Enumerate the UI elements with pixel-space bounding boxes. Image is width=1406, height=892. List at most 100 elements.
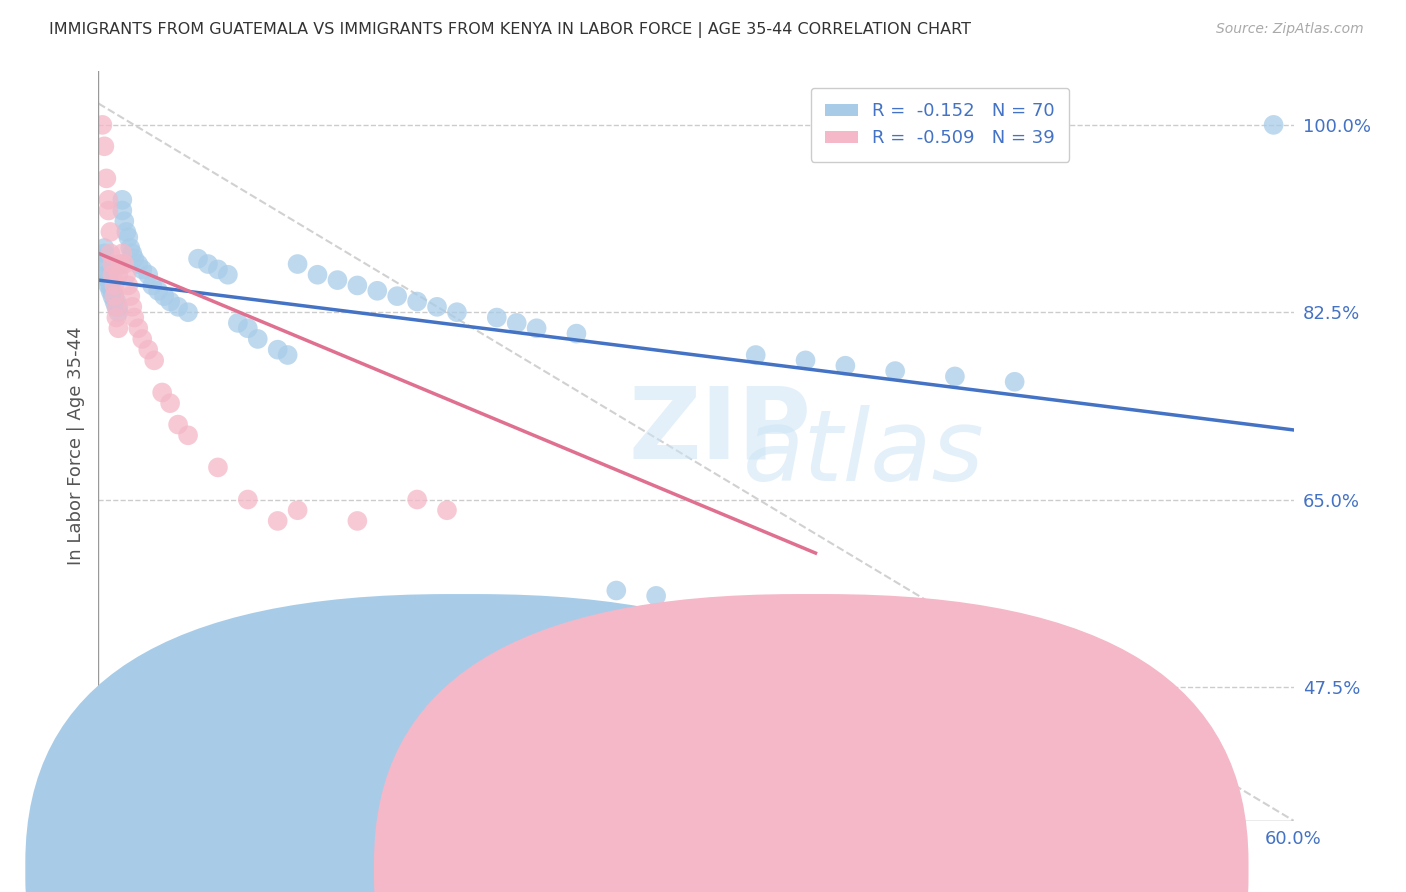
Point — [446, 305, 468, 319]
Point — [115, 225, 138, 239]
Legend: R =  -0.152   N = 70, R =  -0.509   N = 39: R = -0.152 N = 70, R = -0.509 N = 39 — [811, 88, 1070, 161]
Point — [107, 305, 129, 319]
Point — [124, 252, 146, 266]
Point — [167, 417, 190, 432]
Point — [107, 321, 129, 335]
Point — [506, 316, 529, 330]
Point — [97, 273, 120, 287]
Point — [105, 294, 128, 309]
Point — [103, 278, 125, 293]
Point — [117, 230, 139, 244]
Point — [207, 262, 229, 277]
Point — [785, 728, 807, 742]
Point — [91, 252, 114, 266]
Text: Immigrants from Kenya: Immigrants from Kenya — [775, 861, 969, 879]
Text: Source: ZipAtlas.com: Source: ZipAtlas.com — [1216, 22, 1364, 37]
Point — [143, 353, 166, 368]
Point — [943, 369, 966, 384]
Point — [112, 214, 135, 228]
Point — [346, 514, 368, 528]
Point — [93, 139, 115, 153]
Point — [287, 503, 309, 517]
Point — [111, 193, 134, 207]
Point — [187, 252, 209, 266]
Point — [167, 300, 190, 314]
Point — [101, 257, 124, 271]
Point — [110, 257, 132, 271]
Point — [127, 321, 149, 335]
Point — [485, 310, 508, 325]
Text: ZIP: ZIP — [628, 383, 811, 480]
Point — [96, 171, 118, 186]
Point — [246, 332, 269, 346]
Point — [103, 289, 125, 303]
Point — [110, 257, 132, 271]
Point — [93, 246, 115, 260]
Point — [115, 268, 138, 282]
Point — [103, 294, 125, 309]
Point — [834, 359, 856, 373]
Point — [117, 278, 139, 293]
Point — [366, 284, 388, 298]
Point — [121, 246, 143, 260]
Point — [97, 193, 120, 207]
Point — [150, 385, 173, 400]
Point — [105, 300, 128, 314]
Point — [131, 332, 153, 346]
Point — [93, 241, 115, 255]
Point — [101, 268, 124, 282]
Point — [1083, 642, 1105, 657]
Point — [794, 353, 817, 368]
Point — [136, 343, 159, 357]
Point — [287, 257, 309, 271]
Point — [105, 310, 128, 325]
Point — [98, 246, 122, 260]
Point — [120, 289, 142, 303]
Point — [131, 262, 153, 277]
Y-axis label: In Labor Force | Age 35-44: In Labor Force | Age 35-44 — [66, 326, 84, 566]
Point — [426, 300, 449, 314]
Point — [97, 203, 120, 218]
Point — [141, 278, 163, 293]
Point — [159, 294, 181, 309]
Text: atlas: atlas — [742, 405, 984, 502]
Point — [267, 514, 290, 528]
Point — [159, 396, 181, 410]
Point — [97, 278, 120, 293]
Point — [112, 257, 135, 271]
Point — [96, 268, 118, 282]
Point — [565, 326, 588, 341]
Point — [127, 257, 149, 271]
Point — [217, 268, 239, 282]
Point — [226, 316, 249, 330]
Point — [98, 278, 122, 293]
Point — [107, 268, 129, 282]
Point — [101, 289, 124, 303]
Point — [406, 492, 429, 507]
Point — [1263, 118, 1285, 132]
Point — [121, 300, 143, 314]
Point — [107, 300, 129, 314]
Point — [124, 310, 146, 325]
Point — [177, 428, 200, 442]
Point — [436, 503, 458, 517]
Point — [177, 305, 200, 319]
Point — [277, 348, 299, 362]
Point — [148, 284, 170, 298]
Point — [884, 364, 907, 378]
Point — [605, 583, 627, 598]
Point — [111, 246, 134, 260]
Point — [103, 289, 125, 303]
Point — [745, 348, 768, 362]
Point — [236, 321, 259, 335]
Text: IMMIGRANTS FROM GUATEMALA VS IMMIGRANTS FROM KENYA IN LABOR FORCE | AGE 35-44 CO: IMMIGRANTS FROM GUATEMALA VS IMMIGRANTS … — [49, 22, 972, 38]
Point — [97, 268, 120, 282]
Point — [153, 289, 176, 303]
Point — [645, 589, 668, 603]
Point — [136, 268, 159, 282]
Point — [385, 289, 409, 303]
Text: Immigrants from Guatemala: Immigrants from Guatemala — [402, 861, 638, 879]
Point — [111, 203, 134, 218]
Point — [326, 273, 349, 287]
Point — [96, 257, 118, 271]
